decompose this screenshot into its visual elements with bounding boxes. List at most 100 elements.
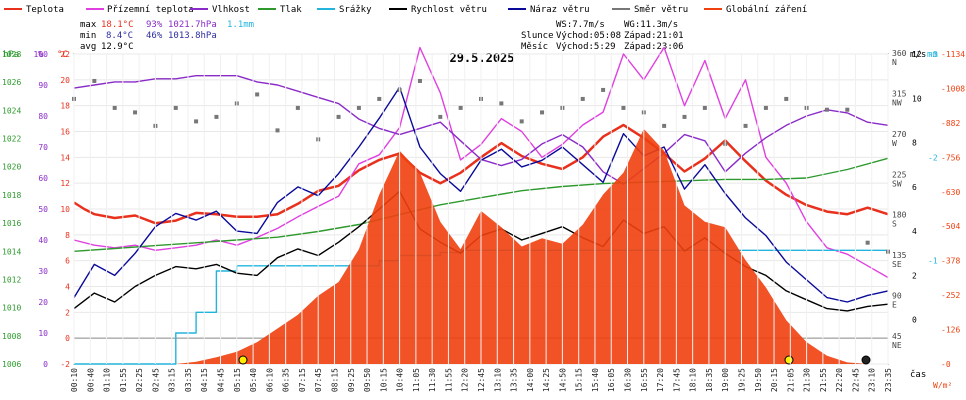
wind-dir-point <box>743 123 748 128</box>
x-tick-label: 07:15 <box>298 368 307 392</box>
x-tick-label: 21:05 <box>786 368 795 392</box>
temp-tick-label: 6 <box>65 257 70 266</box>
dir-tick-sub: SE <box>892 260 902 269</box>
wm2-tick-label: -378 <box>941 257 960 266</box>
info-moon-label: Měsíc <box>521 42 548 52</box>
dir-tick-label: 135 <box>892 251 907 260</box>
x-tick-label: 14:25 <box>542 368 551 392</box>
pct-tick-label: 80 <box>38 112 48 121</box>
ms-tick-label: 4 <box>912 227 917 236</box>
wind-dir-point <box>621 105 626 110</box>
x-tick-label: 01:10 <box>103 368 112 392</box>
ms-tick-label: 12 <box>912 50 922 59</box>
wind-dir-point <box>845 107 850 112</box>
pct-tick-label: 100 <box>34 50 49 59</box>
moonset-marker <box>861 355 871 365</box>
wind-dir-point <box>255 92 260 97</box>
x-tick-label: 01:55 <box>119 368 128 392</box>
pct-tick-label: 30 <box>38 267 48 276</box>
wind-dir-point <box>601 87 606 92</box>
hpa-tick-label: 1014 <box>2 247 21 256</box>
pct-tick-label: 40 <box>38 236 48 245</box>
axis-temp-label: °C <box>57 50 68 60</box>
info-sun-label: Slunce <box>521 31 554 41</box>
temp-tick-label: 16 <box>60 128 70 137</box>
x-tick-label: 16:05 <box>607 368 616 392</box>
info-sun-set: Západ:21:01 <box>624 31 684 41</box>
x-tick-label: 16:30 <box>624 368 633 392</box>
pct-tick-label: 50 <box>38 205 48 214</box>
wind-dir-point <box>824 107 829 112</box>
legend-label-naraz-vetru: Náraz větru <box>530 5 590 15</box>
wind-dir-point <box>377 96 382 101</box>
wind-dir-point <box>275 128 280 133</box>
x-tick-label: 19:50 <box>754 368 763 392</box>
wind-dir-point <box>112 105 117 110</box>
stats-max-hum: 93% <box>146 20 163 30</box>
wind-dir-point <box>662 123 667 128</box>
info-moon-rise: Východ:5:29 <box>556 42 616 52</box>
hpa-tick-label: 1016 <box>2 219 21 228</box>
x-tick-label: 13:10 <box>493 368 502 392</box>
x-tick-label: 22:45 <box>851 368 860 392</box>
temp-tick-label: 2 <box>65 308 70 317</box>
wm2-tick-label: -882 <box>941 119 960 128</box>
wind-dir-point <box>92 78 97 83</box>
x-tick-label: 07:45 <box>314 368 323 392</box>
x-tick-label: 03:15 <box>168 368 177 392</box>
mm-tick-label: -1 <box>928 257 938 266</box>
wind-dir-point <box>336 114 341 119</box>
axis-mm-label: mm <box>927 50 938 60</box>
x-tick-label: 10:15 <box>379 368 388 392</box>
temp-tick-label: 12 <box>60 179 70 188</box>
dir-tick-label: 45 <box>892 332 902 341</box>
wind-dir-point <box>519 119 524 124</box>
pct-tick-label: 10 <box>38 329 48 338</box>
x-tick-label: 17:45 <box>672 368 681 392</box>
x-tick-label: 13:35 <box>510 368 519 392</box>
stats-max-rain: 1.1mm <box>227 20 254 30</box>
hpa-tick-label: 1024 <box>2 106 21 115</box>
x-tick-label: 10:40 <box>396 368 405 392</box>
x-tick-label: 08:15 <box>330 368 339 392</box>
hpa-tick-label: 1008 <box>2 332 21 341</box>
temp-tick-label: -2 <box>60 360 70 369</box>
pct-tick-label: 0 <box>43 360 48 369</box>
dir-tick-label: 90 <box>892 292 902 301</box>
axis-wm2-label: W/m² <box>933 381 952 390</box>
hpa-tick-label: 1018 <box>2 191 21 200</box>
temp-tick-label: 20 <box>60 76 70 85</box>
wind-dir-point <box>499 101 504 106</box>
wind-dir-point <box>356 105 361 110</box>
dir-tick-label: 270 <box>892 130 907 139</box>
stats-min-temp: 8.4°C <box>106 31 133 41</box>
info-wg: WG:11.3m/s <box>624 20 678 30</box>
x-tick-label: 12:45 <box>477 368 486 392</box>
axis-ms-label: m/s <box>910 50 926 60</box>
wm2-tick-label: -504 <box>941 222 960 231</box>
sunset-marker <box>784 355 794 365</box>
pct-tick-label: 90 <box>38 81 48 90</box>
wind-dir-point <box>865 240 870 245</box>
x-tick-label: 11:30 <box>428 368 437 392</box>
temp-tick-label: 18 <box>60 102 70 111</box>
legend-label-teplota: Teplota <box>26 5 64 15</box>
dir-tick-sub: W <box>892 139 897 148</box>
hpa-tick-label: 1020 <box>2 163 21 172</box>
x-tick-label: 15:40 <box>591 368 600 392</box>
x-tick-label: 06:35 <box>282 368 291 392</box>
chart-title: 29.5.2025 <box>449 51 514 65</box>
x-tick-label: 09:25 <box>347 368 356 392</box>
axis-pct-label: % <box>38 50 44 60</box>
wind-dir-point <box>295 105 300 110</box>
wind-dir-point <box>458 105 463 110</box>
ms-tick-label: 10 <box>912 94 922 103</box>
stats-avg-label: avg <box>80 42 96 52</box>
wind-dir-point <box>194 119 199 124</box>
ms-tick-label: 8 <box>912 139 917 148</box>
dir-tick-label: 180 <box>892 211 907 220</box>
pct-tick-label: 60 <box>38 174 48 183</box>
temp-tick-label: 4 <box>65 283 70 292</box>
x-tick-label: 18:10 <box>689 368 698 392</box>
wm2-tick-label: -1134 <box>941 50 965 59</box>
